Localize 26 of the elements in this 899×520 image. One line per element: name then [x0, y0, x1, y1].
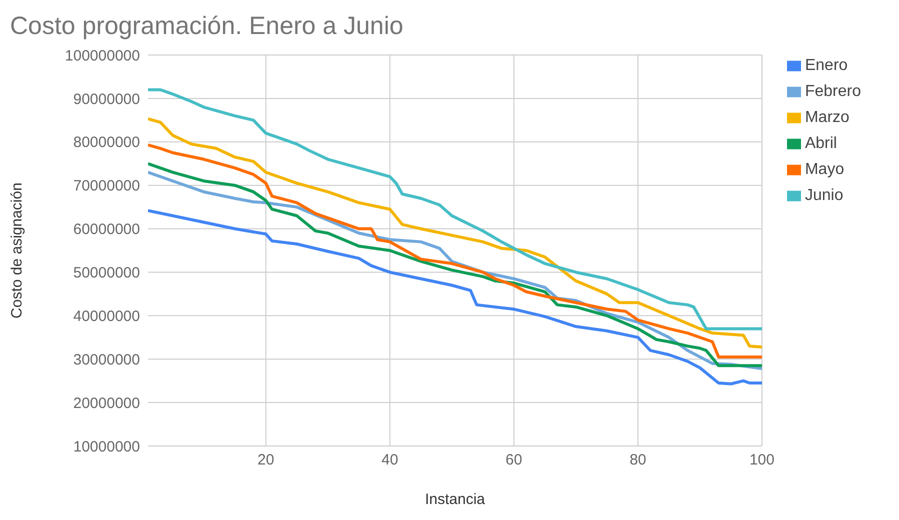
line-series — [148, 209, 762, 386]
legend-label: Mayo — [804, 161, 844, 178]
legend-label: Abril — [804, 135, 837, 152]
x-tick-label: 20 — [257, 452, 274, 469]
legend-label: Marzo — [804, 109, 850, 126]
x-tick-label: 100 — [749, 452, 774, 469]
x-axis-title: Instancia — [424, 491, 486, 508]
x-tick-label: 40 — [382, 452, 398, 469]
line-series — [148, 88, 762, 330]
x-tick-label: 60 — [506, 452, 522, 469]
y-tick-label: 10000000 — [73, 438, 140, 456]
y-tick-label: 30000000 — [73, 351, 140, 368]
legend-label: Enero — [804, 57, 848, 74]
y-tick-label: 100000000 — [64, 47, 140, 64]
y-tick-label: 40000000 — [73, 308, 140, 325]
y-tick-label: 50000000 — [73, 264, 140, 282]
y-tick-label: 80000000 — [73, 134, 140, 152]
y-tick-label: 20000000 — [73, 394, 140, 412]
y-tick-label: 70000000 — [73, 178, 140, 195]
y-axis-title: Costo de asignación — [8, 182, 26, 318]
y-tick-label: 60000000 — [73, 221, 140, 238]
legend-label: Junio — [804, 187, 844, 204]
x-tick-label: 80 — [630, 452, 646, 469]
chart-title: Costo programación. Enero a Junio — [10, 12, 404, 41]
legend-label: Febrero — [804, 83, 861, 100]
y-tick-label: 90000000 — [73, 90, 140, 108]
